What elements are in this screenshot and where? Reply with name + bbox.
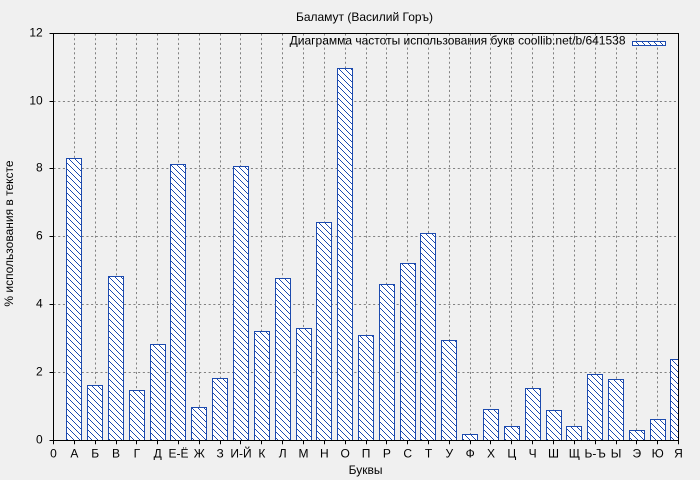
svg-text:Ш: Ш bbox=[548, 447, 559, 461]
svg-text:Р: Р bbox=[383, 447, 391, 461]
svg-text:10: 10 bbox=[29, 94, 43, 108]
svg-text:8: 8 bbox=[36, 161, 43, 175]
svg-text:О: О bbox=[340, 447, 349, 461]
svg-text:Ь-Ъ: Ь-Ъ bbox=[584, 447, 605, 461]
svg-text:Я: Я bbox=[674, 447, 683, 461]
svg-text:М: М bbox=[299, 447, 309, 461]
svg-text:У: У bbox=[446, 447, 454, 461]
svg-text:С: С bbox=[403, 447, 412, 461]
svg-text:% использования в тексте: % использования в тексте bbox=[2, 160, 16, 306]
svg-text:6: 6 bbox=[36, 229, 43, 243]
svg-text:12: 12 bbox=[29, 26, 43, 40]
svg-text:Ф: Ф bbox=[466, 447, 475, 461]
svg-text:Д: Д bbox=[154, 447, 162, 461]
svg-text:Т: Т bbox=[425, 447, 433, 461]
svg-text:Ч: Ч bbox=[529, 447, 537, 461]
svg-text:Ц: Ц bbox=[507, 447, 516, 461]
svg-text:Б: Б bbox=[91, 447, 99, 461]
svg-text:4: 4 bbox=[36, 297, 43, 311]
svg-text:В: В bbox=[112, 447, 120, 461]
svg-text:А: А bbox=[70, 447, 78, 461]
svg-text:2: 2 bbox=[36, 365, 43, 379]
svg-text:0: 0 bbox=[36, 433, 43, 447]
svg-text:П: П bbox=[362, 447, 371, 461]
svg-text:Буквы: Буквы bbox=[349, 463, 383, 477]
svg-text:Баламут (Василий Горъ): Баламут (Василий Горъ) bbox=[296, 10, 433, 24]
svg-text:З: З bbox=[217, 447, 224, 461]
svg-text:Х: Х bbox=[487, 447, 495, 461]
svg-text:Ы: Ы bbox=[611, 447, 622, 461]
svg-text:Щ: Щ bbox=[569, 447, 580, 461]
svg-text:И-Й: И-Й bbox=[230, 446, 251, 461]
svg-text:0: 0 bbox=[50, 447, 57, 461]
svg-text:Э: Э bbox=[633, 447, 642, 461]
svg-text:Ж: Ж bbox=[194, 447, 205, 461]
svg-text:Л: Л bbox=[279, 447, 287, 461]
svg-text:Н: Н bbox=[320, 447, 329, 461]
svg-text:Ю: Ю bbox=[652, 447, 664, 461]
svg-text:Диаграмма частоты использовани: Диаграмма частоты использования букв coo… bbox=[290, 34, 626, 48]
svg-text:Г: Г bbox=[134, 447, 141, 461]
svg-text:Е-Ё: Е-Ё bbox=[168, 447, 188, 461]
svg-text:К: К bbox=[258, 447, 265, 461]
